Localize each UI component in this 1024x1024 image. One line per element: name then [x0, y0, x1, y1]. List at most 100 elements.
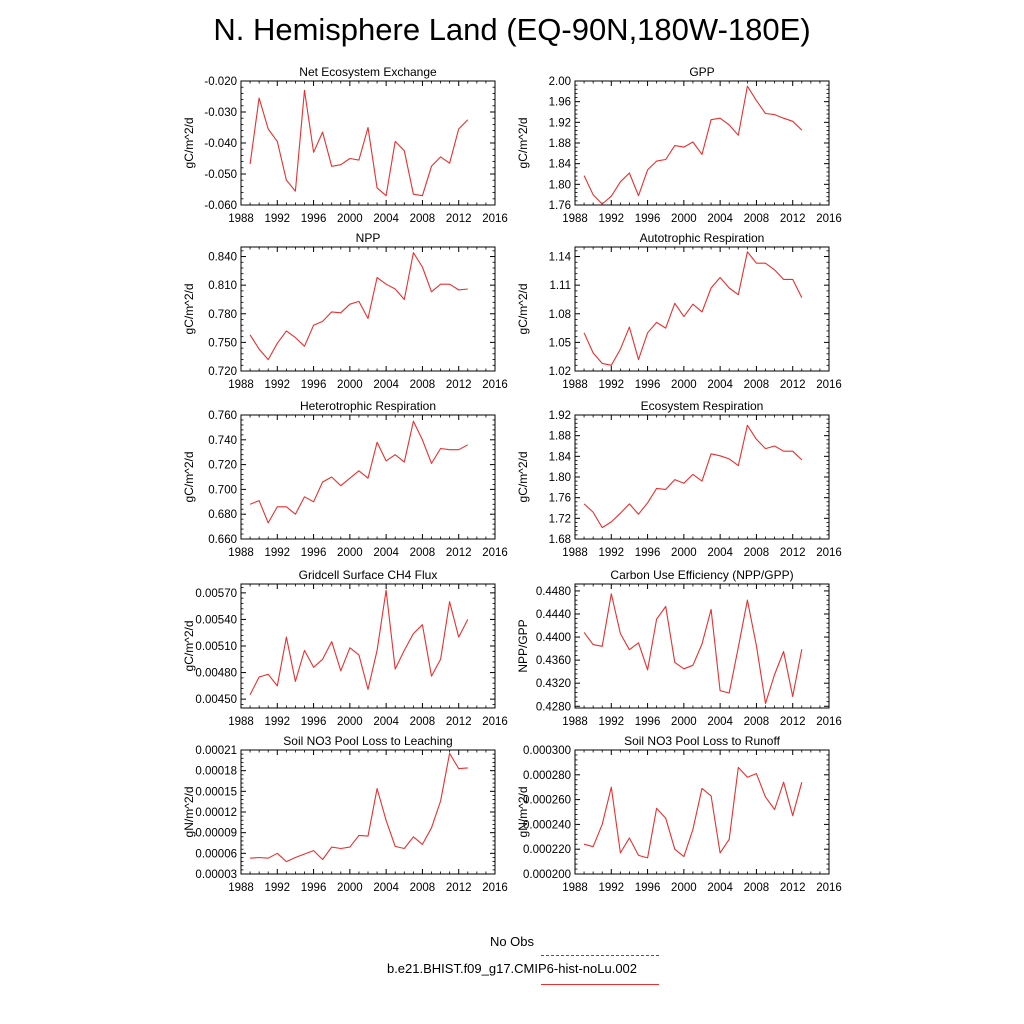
data-line-series-1	[583, 766, 803, 859]
x-tick-label: 2000	[671, 379, 697, 391]
data-line-series-1	[583, 85, 803, 205]
x-tick-label: 2004	[707, 379, 733, 391]
y-tick-label: 0.720	[208, 366, 237, 378]
chart-title: Soil NO3 Pool Loss to Leaching	[283, 734, 452, 748]
x-tick-label: 2008	[744, 716, 770, 728]
y-tick-label: 1.80	[549, 179, 571, 191]
chart-panel-5: Heterotrophic Respiration gC/m^2/d 1988 199…	[182, 399, 508, 559]
x-tick-label: 2012	[446, 547, 472, 559]
x-tick-label: 1996	[635, 213, 661, 225]
x-tick-label: 2000	[337, 547, 363, 559]
y-tick-label: 0.00006	[195, 848, 237, 860]
y-axis-label: gN/m^2/d	[516, 787, 530, 838]
chart-panel-2: GPP gC/m^2/d 1988 1992 1996 2000 2004 2008 2012 2…	[516, 65, 842, 225]
y-tick-label: 0.00009	[195, 828, 237, 840]
x-tick-label: 2016	[816, 547, 842, 559]
x-tick-label: 2004	[373, 716, 399, 728]
x-tick-label: 2004	[373, 882, 399, 894]
x-tick-label: 1992	[264, 882, 290, 894]
x-tick-label: 1988	[562, 213, 588, 225]
x-tick-label: 2016	[816, 379, 842, 391]
x-tick-label: 2000	[671, 716, 697, 728]
x-tick-label: 1992	[264, 379, 290, 391]
y-tick-label: 0.810	[208, 280, 237, 292]
y-tick-label: -0.020	[204, 76, 237, 88]
x-tick-label: 2016	[482, 547, 508, 559]
x-tick-label: 2008	[410, 547, 436, 559]
y-tick-label: 0.750	[208, 337, 237, 349]
data-line-series-1	[249, 252, 468, 361]
x-tick-label: 2016	[482, 882, 508, 894]
x-tick-label: 2008	[410, 716, 436, 728]
y-axis-label: gC/m^2/d	[516, 284, 530, 335]
x-tick-label: 2008	[744, 213, 770, 225]
x-tick-label: 1988	[228, 716, 254, 728]
x-tick-label: 1992	[598, 379, 624, 391]
chart-title: NPP	[356, 231, 381, 245]
y-tick-label: 0.4400	[536, 632, 571, 644]
chart-title: Net Ecosystem Exchange	[299, 65, 437, 79]
y-tick-label: 0.000300	[523, 745, 571, 757]
chart-panel-10: Soil NO3 Pool Loss to Runoff gN/m^2/d 1988…	[516, 734, 842, 894]
x-tick-label: 2000	[671, 882, 697, 894]
chart-panel-6: Ecosystem Respiration gC/m^2/d 1988 1992 199…	[516, 399, 842, 559]
x-tick-label: 1996	[301, 882, 327, 894]
y-tick-label: 0.00018	[195, 766, 237, 778]
chart-panel-7: Gridcell Surface CH4 Flux gC/m^2/d 1988 199…	[182, 568, 508, 728]
plot-frame	[240, 80, 496, 206]
x-tick-label: 2004	[707, 547, 733, 559]
x-tick-label: 2016	[482, 213, 508, 225]
y-tick-label: 1.84	[549, 159, 572, 171]
chart-title: Heterotrophic Respiration	[300, 399, 436, 413]
x-tick-label: 1996	[635, 882, 661, 894]
y-tick-label: 1.96	[549, 97, 571, 109]
plot-frame	[574, 80, 830, 206]
x-tick-label: 1992	[598, 716, 624, 728]
x-tick-label: 2012	[446, 379, 472, 391]
y-tick-label: 0.680	[208, 509, 237, 521]
x-tick-label: 2004	[373, 379, 399, 391]
plot-frame	[574, 246, 830, 372]
y-tick-label: 0.00570	[195, 588, 237, 600]
y-tick-label: -0.030	[204, 107, 237, 119]
y-tick-label: 0.00003	[195, 869, 237, 881]
y-tick-label: 0.000200	[523, 869, 571, 881]
x-tick-label: 2008	[744, 547, 770, 559]
y-tick-label: 0.4440	[536, 609, 571, 621]
y-tick-label: 0.00015	[195, 786, 237, 798]
y-axis-label: NPP/GPP	[516, 619, 530, 672]
chart-title: Soil NO3 Pool Loss to Runoff	[624, 734, 781, 748]
x-tick-label: 2012	[780, 213, 806, 225]
y-tick-label: 1.68	[549, 534, 571, 546]
x-tick-label: 2008	[410, 882, 436, 894]
x-tick-label: 1992	[264, 547, 290, 559]
y-tick-label: 0.00510	[195, 641, 237, 653]
data-line-series-1	[583, 593, 803, 704]
y-tick-label: 2.00	[549, 76, 571, 88]
y-tick-label: 0.780	[208, 309, 237, 321]
y-tick-label: 1.92	[549, 410, 571, 422]
y-tick-label: 0.700	[208, 484, 237, 496]
x-tick-label: 2000	[337, 716, 363, 728]
x-tick-label: 1992	[598, 213, 624, 225]
x-tick-label: 2012	[780, 547, 806, 559]
x-tick-label: 1996	[301, 547, 327, 559]
x-tick-label: 2012	[780, 882, 806, 894]
y-tick-label: 0.4360	[536, 655, 571, 667]
y-tick-label: 0.4480	[536, 586, 571, 598]
x-tick-label: 2004	[707, 213, 733, 225]
y-axis-label: gC/m^2/d	[182, 621, 196, 672]
chart-panel-9: Soil NO3 Pool Loss to Leaching gN/m^2/d 19…	[182, 734, 508, 894]
y-tick-label: 0.000240	[523, 819, 571, 831]
x-tick-label: 2016	[816, 213, 842, 225]
x-tick-label: 1988	[562, 547, 588, 559]
y-tick-label: 1.80	[549, 472, 571, 484]
y-tick-label: 0.00021	[195, 745, 237, 757]
y-tick-label: 0.720	[208, 460, 237, 472]
legend: No Obs b.e21.BHIST.f09_g17.CMIP6-hist-no…	[0, 930, 1024, 1000]
y-tick-label: 0.4280	[536, 701, 571, 713]
chart-title: Ecosystem Respiration	[641, 399, 764, 413]
y-tick-label: 1.88	[549, 138, 571, 150]
y-tick-label: 0.00480	[195, 668, 237, 680]
y-tick-label: 1.92	[549, 117, 571, 129]
